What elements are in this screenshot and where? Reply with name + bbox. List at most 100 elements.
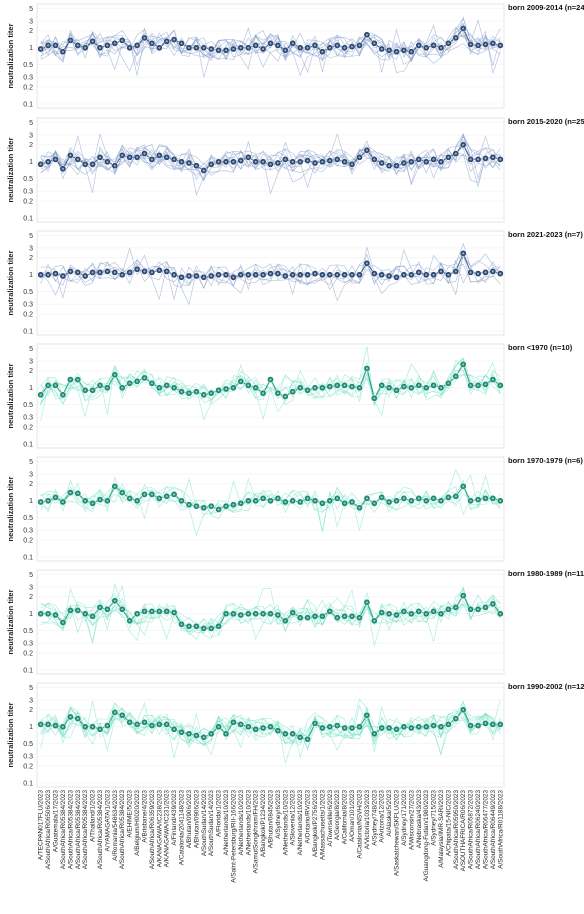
median-point-highlight [402,610,405,613]
median-point-highlight [143,376,146,379]
median-point-highlight [313,499,317,502]
y-tick-label: 0.1 [23,554,33,561]
median-point-highlight [380,47,383,51]
median-point-highlight [350,385,354,388]
median-point-highlight [373,158,376,161]
median-point-highlight [388,500,391,504]
median-point-highlight [106,608,109,611]
median-point-highlight [447,156,450,159]
median-point-highlight [439,270,443,273]
median-point-highlight [462,27,465,30]
median-point-highlight [350,500,354,504]
x-tick-label: A/Victoria/1033/2023 [364,790,371,850]
median-point-highlight [484,43,487,46]
panel-3: 0.1 0.2 0.3 0.5 1 2 3 5 neutralization titer born… [6,343,573,449]
median-point-highlight [187,503,191,506]
median-point-highlight [447,608,450,611]
median-point-highlight [343,160,346,163]
x-tick-label: A/Chipata/15-NIC/2023 [445,790,452,857]
median-point-highlight [462,708,465,711]
median-point-highlight [173,493,176,496]
median-point-highlight [121,273,124,276]
median-point-highlight [447,723,450,726]
median-point-highlight [291,732,294,735]
median-point-highlight [328,610,331,613]
panel-2: 0.1 0.2 0.3 0.5 1 2 3 5 neutralization titer born… [6,230,583,336]
median-point-highlight [402,725,405,728]
median-point-highlight [432,158,435,161]
x-tick-label: A/KANAGAWA/IC231/2023 [164,790,171,868]
median-point-highlight [469,384,472,387]
median-point-highlight [276,729,279,732]
median-point-highlight [217,273,220,276]
median-point-highlight [284,395,287,398]
x-tick-label: A/Georgia/8/2023 [334,790,341,841]
median-point-highlight [239,273,242,276]
median-point-highlight [210,163,213,166]
median-point-highlight [491,602,494,606]
median-point-highlight [336,724,339,727]
median-point-highlight [395,389,398,392]
median-point-highlight [150,158,153,161]
median-point-highlight [158,46,161,49]
y-tick-label: 0.1 [23,441,33,448]
median-point-highlight [410,499,413,502]
x-tick-label: A/SamutSongkhram/FH/2023 [253,790,260,874]
median-point-highlight [425,499,428,502]
median-point-highlight [321,502,324,505]
median-point-highlight [76,271,79,274]
median-point-highlight [150,724,153,727]
median-point-highlight [350,163,354,166]
y-axis-label: neutralization titer [6,702,15,767]
median-point-highlight [321,726,324,730]
y-tick-label: 1 [29,385,33,392]
median-point-highlight [432,497,435,500]
x-tick-label: A/Netherlands/10/2023 [282,790,289,856]
median-point-highlight [469,608,472,611]
median-point-highlight [128,46,131,49]
median-point-highlight [173,38,176,41]
median-point-highlight [269,163,272,166]
x-tick-label: A/SouthAfrica/R05384/2023 [67,790,74,870]
median-point-highlight [439,386,443,389]
median-point-highlight [313,615,317,618]
median-point-highlight [165,384,168,387]
x-axis: A/TECPAN017FLU/2023 A/SouthAfrica/R06506/… [38,790,505,883]
x-tick-label: A/Wisconsin/27/2023 [408,790,415,850]
median-point-highlight [336,384,339,387]
x-tick-label: A/Sydney/171/2023 [401,790,408,846]
median-point-highlight [113,271,116,274]
median-point-highlight [143,270,146,273]
median-point-highlight [262,160,265,163]
median-point-highlight [388,726,391,730]
median-point-highlight [284,158,287,161]
median-point-highlight [136,380,139,383]
x-tick-label: A/Netherlands/10/2023 [245,790,252,856]
median-point-highlight [328,273,331,276]
y-tick-label: 3 [29,697,33,704]
median-point-highlight [47,273,50,276]
median-point-highlight [76,378,79,381]
y-tick-label: 2 [29,142,33,149]
median-point-highlight [447,42,450,45]
median-point-highlight [439,499,443,502]
median-point-highlight [462,252,465,255]
x-tick-label: A/California/8/2023 [342,790,349,845]
median-point-highlight [299,386,302,389]
median-point-highlight [269,378,272,381]
median-point-highlight [395,276,398,279]
median-point-highlight [395,499,398,502]
y-tick-label: 5 [29,685,33,692]
y-tick-label: 1 [29,498,33,505]
median-point-highlight [343,502,346,505]
median-point-highlight [180,731,183,734]
x-tick-label: A/Sydney/748/2023 [371,790,378,846]
median-point-highlight [106,270,109,273]
median-point-highlight [491,378,494,381]
median-point-highlight [477,608,480,611]
median-point-highlight [454,717,457,720]
median-point-highlight [477,724,480,727]
y-tick-label: 0.1 [23,101,33,108]
median-point-highlight [365,149,368,152]
